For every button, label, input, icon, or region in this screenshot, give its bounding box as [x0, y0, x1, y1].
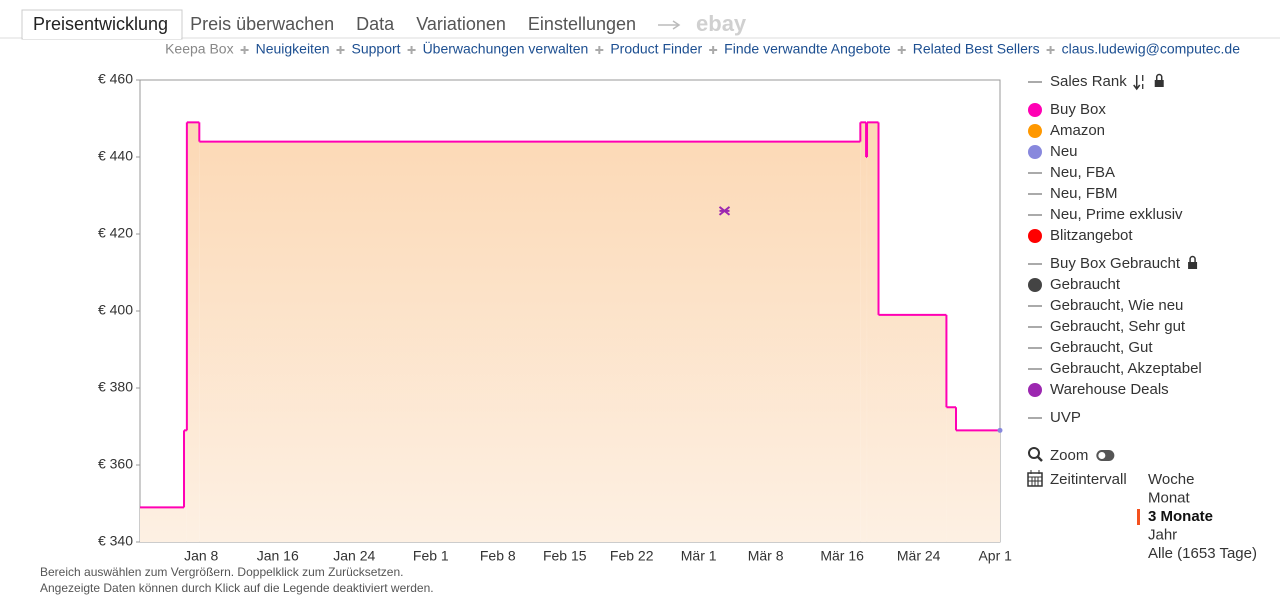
- legend-dot: [1028, 124, 1042, 138]
- interval-label: Zeitintervall: [1050, 471, 1127, 488]
- legend-entry[interactable]: Gebraucht, Wie neu: [1050, 297, 1183, 314]
- zoom-toggle-knob: [1098, 452, 1106, 459]
- separator-icon: [595, 46, 604, 54]
- x-tick-label: Feb 15: [543, 548, 587, 564]
- area-fill: [186, 122, 200, 542]
- legend-dot: [1028, 103, 1042, 117]
- tab[interactable]: Einstellungen: [528, 14, 636, 34]
- x-tick-label: Mär 24: [897, 548, 941, 564]
- legend-entry[interactable]: Amazon: [1050, 122, 1105, 139]
- x-tick-label: Mär 1: [681, 548, 717, 564]
- x-tick-label: Jan 16: [257, 548, 299, 564]
- interval-option[interactable]: Jahr: [1148, 526, 1177, 543]
- calendar-icon-grid: [1028, 470, 1042, 486]
- separator-icon: [240, 46, 249, 54]
- lock-icon: [1188, 262, 1198, 269]
- x-tick-label: Feb 22: [610, 548, 654, 564]
- nav-link[interactable]: Related Best Sellers: [913, 41, 1040, 57]
- arrow-head: [672, 20, 681, 30]
- separator-icon: [407, 46, 416, 54]
- legend-dot: [1028, 383, 1042, 397]
- legend-entry[interactable]: Blitzangebot: [1050, 227, 1133, 244]
- area-fill: [946, 407, 956, 542]
- separator-icon: [897, 46, 906, 54]
- interval-option[interactable]: Monat: [1148, 489, 1191, 506]
- x-tick-label: Apr 1: [978, 548, 1012, 564]
- legend-entry[interactable]: Warehouse Deals: [1050, 381, 1169, 398]
- legend-dot: [1028, 145, 1042, 159]
- zoom-icon-handle: [1037, 456, 1043, 462]
- area-fill: [860, 122, 867, 542]
- sort-icon: [1133, 75, 1141, 91]
- area-fill: [866, 157, 868, 542]
- y-tick-label: € 360: [98, 456, 133, 472]
- legend-dot: [1028, 229, 1042, 243]
- tab[interactable]: Variationen: [416, 14, 506, 34]
- x-tick-label: Mär 8: [748, 548, 784, 564]
- separator-icon: [709, 46, 718, 54]
- interval-option[interactable]: 3 Monate: [1148, 508, 1213, 525]
- area-fill: [184, 430, 187, 542]
- legend-entry[interactable]: Buy Box Gebraucht: [1050, 255, 1181, 272]
- y-tick-label: € 400: [98, 302, 133, 318]
- legend-entry[interactable]: Gebraucht, Akzeptabel: [1050, 360, 1202, 377]
- x-tick-label: Jan 8: [184, 548, 218, 564]
- x-tick-label: Feb 8: [480, 548, 516, 564]
- lock-shackle: [1155, 73, 1163, 80]
- separator-icon: [336, 46, 345, 54]
- point-marker: [997, 427, 1003, 433]
- lock-icon: [1154, 80, 1164, 87]
- tab[interactable]: Data: [356, 14, 395, 34]
- separator-icon: [1046, 46, 1055, 54]
- nav-link[interactable]: Neuigkeiten: [256, 41, 330, 57]
- legend-entry[interactable]: Gebraucht: [1050, 276, 1121, 293]
- legend-entry[interactable]: Gebraucht, Sehr gut: [1050, 318, 1186, 335]
- legend-entry[interactable]: Gebraucht, Gut: [1050, 339, 1153, 356]
- lock-shackle: [1189, 255, 1196, 262]
- keepa-box-label: Keepa Box: [165, 41, 234, 57]
- nav-link[interactable]: Überwachungen verwalten: [423, 40, 589, 57]
- y-tick-label: € 340: [98, 533, 133, 549]
- x-tick-label: Jan 24: [333, 548, 375, 564]
- area-fill: [955, 430, 1000, 542]
- nav-link[interactable]: claus.ludewig@computec.de: [1062, 41, 1241, 57]
- tab[interactable]: ebay: [696, 11, 747, 36]
- nav-link[interactable]: Support: [352, 41, 401, 57]
- zoom-label: Zoom: [1050, 447, 1088, 464]
- interval-option[interactable]: Woche: [1148, 471, 1194, 488]
- area-fill: [867, 122, 879, 542]
- area-fill: [140, 507, 185, 542]
- tab[interactable]: Preisentwicklung: [33, 14, 168, 34]
- tab[interactable]: Preis überwachen: [190, 14, 334, 34]
- area-fill: [199, 141, 861, 542]
- selected-marker: [1137, 509, 1140, 525]
- nav-link[interactable]: Finde verwandte Angebote: [724, 41, 891, 57]
- point-marker: [718, 206, 731, 216]
- y-tick-label: € 460: [98, 71, 133, 87]
- legend-dot: [1028, 278, 1042, 292]
- footer-note: Bereich auswählen zum Vergrößern. Doppel…: [40, 565, 404, 579]
- x-tick-label: Feb 1: [413, 548, 449, 564]
- zoom-icon: [1028, 447, 1040, 459]
- interval-option[interactable]: Alle (1653 Tage): [1148, 545, 1257, 562]
- legend-entry[interactable]: Sales Rank: [1050, 73, 1127, 90]
- x-tick-label: Mär 16: [820, 548, 864, 564]
- legend-entry[interactable]: Buy Box: [1050, 101, 1106, 118]
- footer-note: Angezeigte Daten können durch Klick auf …: [40, 581, 434, 595]
- y-tick-label: € 440: [98, 148, 133, 164]
- nav-link[interactable]: Product Finder: [610, 41, 702, 57]
- y-tick-label: € 380: [98, 379, 133, 395]
- legend-entry[interactable]: Neu, FBM: [1050, 185, 1118, 202]
- legend-entry[interactable]: UVP: [1050, 409, 1081, 426]
- legend-entry[interactable]: Neu: [1050, 143, 1078, 160]
- legend-entry[interactable]: Neu, FBA: [1050, 164, 1115, 181]
- y-tick-label: € 420: [98, 225, 133, 241]
- legend-entry[interactable]: Neu, Prime exklusiv: [1050, 206, 1183, 223]
- area-fill: [878, 314, 947, 542]
